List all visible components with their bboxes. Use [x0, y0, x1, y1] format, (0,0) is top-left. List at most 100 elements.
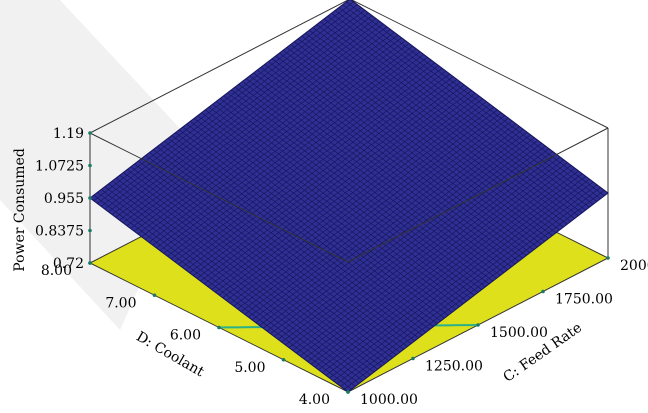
mesh-line: [318, 170, 579, 371]
mesh-line: [274, 137, 535, 337]
mesh-line: [170, 59, 432, 260]
mesh-line: [263, 129, 524, 329]
z-tick-label: 0.72: [53, 256, 84, 272]
mesh-line: [181, 68, 443, 268]
mesh-line: [104, 9, 365, 210]
mesh-line: [277, 140, 539, 340]
mesh-line: [215, 92, 476, 293]
x-tick-label: 1250.00: [425, 359, 483, 375]
mesh-line: [226, 101, 487, 301]
mesh-line: [248, 117, 509, 318]
mesh-line: [126, 26, 388, 226]
x-tick-label: 2000.00: [620, 258, 648, 274]
mesh-line: [233, 106, 494, 307]
mesh-line: [204, 84, 465, 285]
x-tick-mark: [411, 356, 415, 361]
mesh-line: [159, 51, 421, 251]
mesh-line: [115, 18, 376, 218]
mesh-line: [340, 187, 601, 387]
z-tick-mark: [88, 228, 92, 233]
x-tick-mark: [541, 289, 545, 294]
mesh-line: [93, 1, 354, 202]
mesh-line: [288, 148, 550, 348]
y-tick-label: 7.00: [105, 295, 136, 311]
mesh-line: [310, 165, 572, 365]
mesh-line: [270, 134, 531, 335]
mesh-line: [148, 43, 410, 243]
mesh-line: [200, 81, 461, 282]
mesh-line: [156, 48, 417, 249]
mesh-line: [145, 40, 406, 240]
mesh-line: [163, 54, 424, 254]
mesh-line: [130, 29, 391, 229]
mesh-line: [229, 104, 491, 304]
x-tick-mark: [476, 323, 480, 327]
mesh-line: [119, 20, 380, 221]
y-tick-mark: [88, 261, 92, 265]
mesh-line: [303, 159, 564, 359]
frame-edge: [350, 0, 609, 129]
mesh-line: [336, 184, 598, 384]
y-tick-label: 8.00: [41, 263, 72, 279]
mesh-line: [325, 176, 587, 376]
mesh-line: [244, 115, 505, 315]
surface-mesh: [90, 0, 608, 392]
mesh-line: [193, 76, 454, 276]
mesh-line: [281, 142, 542, 343]
z-tick-mark: [88, 131, 92, 135]
mesh-line: [222, 98, 483, 299]
mesh-line: [307, 162, 568, 362]
mesh-line: [122, 23, 384, 224]
mesh-line: [167, 56, 428, 257]
mesh-line: [137, 34, 399, 235]
mesh-line: [174, 62, 435, 262]
mesh-line: [196, 79, 458, 279]
x-tick-mark: [606, 256, 610, 260]
mesh-line: [189, 73, 450, 274]
mesh-line: [255, 123, 517, 323]
mesh-line: [329, 178, 590, 379]
mesh-line: [207, 87, 469, 287]
mesh-line: [218, 95, 480, 296]
y-tick-label: 6.00: [170, 328, 201, 344]
z-tick-label: 1.19: [53, 126, 84, 142]
x-tick-label: 1500.00: [490, 325, 548, 341]
mesh-line: [100, 7, 362, 207]
mesh-line: [211, 90, 472, 290]
mesh-line: [108, 12, 369, 213]
response-surface: [90, 0, 608, 392]
mesh-line: [299, 156, 561, 357]
mesh-line: [97, 4, 358, 204]
z-tick-label: 1.0725: [35, 159, 84, 175]
mesh-line: [344, 189, 605, 390]
mesh-line: [314, 167, 576, 368]
z-axis-title: Power Consumed: [12, 148, 28, 272]
mesh-line: [251, 120, 513, 321]
mesh-line: [285, 145, 546, 346]
mesh-line: [333, 181, 594, 382]
mesh-line: [237, 109, 498, 310]
mesh-line: [259, 126, 520, 326]
mesh-line: [322, 173, 583, 373]
y-tick-label: 5.00: [234, 360, 265, 376]
mesh-line: [292, 151, 553, 351]
mesh-line: [134, 32, 395, 232]
mesh-line: [111, 15, 373, 215]
z-tick-label: 0.955: [44, 191, 84, 207]
surface-outline: [89, 0, 609, 393]
frame-edge: [347, 127, 609, 263]
y-tick-mark: [152, 293, 157, 298]
z-tick-mark: [88, 196, 92, 200]
mesh-line: [178, 65, 439, 265]
z-tick-label: 0.8375: [35, 224, 84, 240]
y-tick-mark: [217, 325, 221, 330]
mesh-line: [266, 131, 528, 332]
x-tick-mark: [346, 390, 350, 394]
frame-edge: [89, 0, 350, 134]
axis-ticks: 0.72 0.8375 0.955 1.0725 1.19 4.00 5.00 6.00 7.0…: [35, 126, 648, 408]
mesh-line: [240, 112, 502, 312]
z-tick-mark: [88, 163, 92, 168]
mesh-line: [185, 70, 447, 271]
y-tick-label: 4.00: [299, 392, 330, 408]
x-tick-label: 1750.00: [555, 292, 613, 308]
